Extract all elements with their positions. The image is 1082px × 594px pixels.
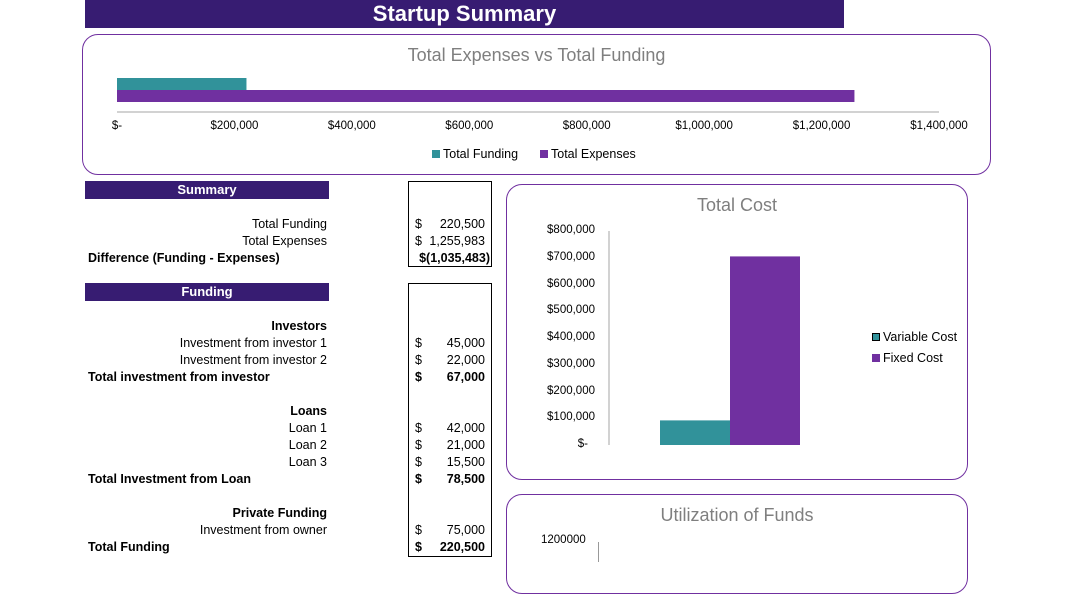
currency-symbol: $ (415, 370, 422, 384)
difference-label: Difference (Funding - Expenses) (88, 251, 280, 265)
axis-tick-label: $800,000 (562, 120, 611, 132)
currency-symbol: $ (415, 421, 422, 435)
loans-total-label: Total Investment from Loan (88, 472, 251, 486)
summary-values-box (408, 181, 492, 267)
row-label: Loan 3 (288, 455, 327, 469)
currency-symbol: $ (415, 217, 422, 231)
bar-total-expenses (117, 90, 855, 102)
legend-label: Variable Cost (883, 330, 958, 344)
row-value: 21,000 (446, 438, 485, 452)
row-label: Investment from owner (199, 523, 327, 537)
private-funding-heading: Private Funding (232, 506, 327, 520)
legend-swatch (872, 333, 880, 341)
row-value: 45,000 (446, 336, 485, 350)
axis-tick-label: $200,000 (547, 384, 595, 397)
summary-header: Summary (85, 181, 329, 199)
row-value: $(1,035,483) (419, 251, 490, 265)
expenses-vs-funding-chart: Total Expenses vs Total Funding (82, 34, 991, 175)
row-label: Investment from investor 2 (179, 353, 327, 367)
legend-swatch (872, 354, 880, 362)
row-value: 220,500 (439, 217, 485, 231)
axis-tick-label: $800,000 (547, 224, 595, 236)
axis-tick-label: $1,400,000 (910, 120, 968, 132)
currency-symbol: $ (415, 336, 422, 350)
currency-symbol: $ (415, 523, 422, 537)
row-label: Investment from investor 1 (179, 336, 327, 350)
grand-total-label: Total Funding (88, 540, 170, 554)
chart-title: Total Expenses vs Total Funding (407, 45, 666, 65)
axis-tick-label: $- (111, 120, 123, 132)
row-label: Loan 2 (288, 438, 327, 452)
chart-title: Utilization of Funds (660, 505, 814, 525)
chart-title: Total Cost (696, 195, 778, 215)
bar-variable-cost (660, 420, 730, 445)
axis-tick-label: $400,000 (547, 331, 595, 343)
axis-tick-label: $1,000,000 (675, 120, 733, 132)
total-cost-plot (608, 231, 800, 445)
axis-tick-label: $500,000 (547, 304, 595, 317)
row-label: Total Funding (251, 217, 327, 231)
legend-label: Total Funding (443, 147, 519, 161)
row-value: 22,000 (446, 353, 485, 367)
y-axis-line (598, 542, 599, 562)
axis-tick-label: $400,000 (327, 120, 376, 132)
row-value: 220,500 (439, 540, 485, 554)
axis-tick-label: $- (577, 438, 588, 450)
legend-item-fixed-cost: Fixed Cost (872, 351, 943, 365)
currency-symbol: $ (415, 234, 422, 248)
legend-item-variable-cost: Variable Cost (872, 330, 957, 344)
row-value: 78,500 (446, 472, 485, 486)
funding-values-box (408, 283, 492, 557)
currency-symbol: $ (415, 353, 422, 367)
loans-heading: Loans (290, 404, 327, 418)
currency-symbol: $ (415, 438, 422, 452)
axis-tick-label: $100,000 (547, 411, 595, 424)
legend-item-total-expenses: Total Expenses (540, 147, 636, 161)
investors-heading: Investors (271, 319, 327, 333)
legend-label: Total Expenses (551, 147, 636, 161)
axis-tick-label: $600,000 (547, 277, 595, 290)
axis-tick-label: $1,200,000 (792, 120, 851, 132)
page-title: Startup Summary (85, 0, 844, 28)
legend-swatch (432, 150, 440, 158)
row-value: 67,000 (446, 370, 485, 384)
currency-symbol: $ (415, 455, 422, 469)
row-label: Loan 1 (288, 421, 327, 435)
bar-fixed-cost (730, 256, 800, 445)
row-value: 42,000 (446, 421, 485, 435)
row-value: 15,500 (446, 455, 485, 469)
expenses-vs-funding-plot (117, 78, 939, 113)
row-value: 1,255,983 (429, 234, 485, 248)
legend-swatch (540, 150, 548, 158)
row-value: 75,000 (446, 523, 485, 537)
investors-total-label: Total investment from investor (88, 370, 270, 384)
axis-tick-label: $200,000 (210, 120, 259, 132)
legend-label: Fixed Cost (883, 351, 943, 365)
axis-tick-label: $600,000 (445, 120, 494, 132)
y-tick-label: 1200000 (541, 534, 586, 546)
axis-tick-label: $300,000 (547, 357, 595, 370)
row-label: Total Expenses (242, 234, 327, 248)
axis-tick-label: $700,000 (547, 250, 595, 263)
currency-symbol: $ (415, 540, 422, 554)
currency-symbol: $ (415, 472, 422, 486)
bar-total-funding (117, 78, 247, 90)
legend-item-total-funding: Total Funding (432, 147, 518, 161)
funding-header: Funding (85, 283, 329, 301)
